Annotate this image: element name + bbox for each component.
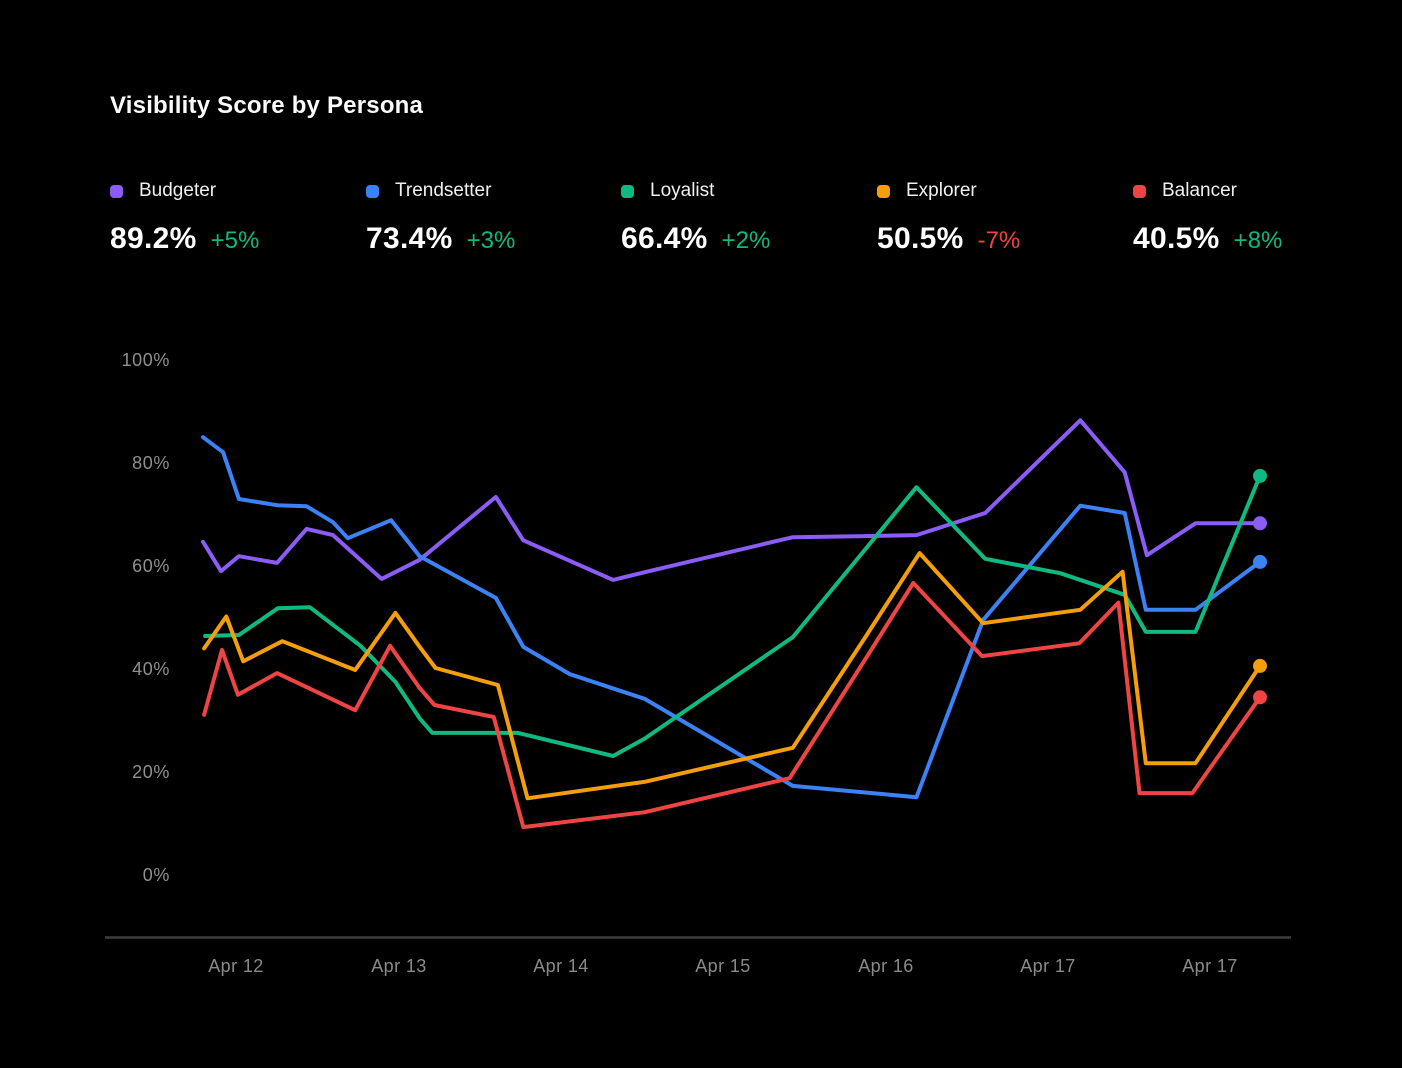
legend-item-trendsetter[interactable]: Trendsetter 73.4% +3% (366, 178, 515, 256)
budgeter-swatch-icon (110, 184, 123, 198)
y-tick-label: 20% (132, 762, 170, 782)
trendsetter-swatch-icon (366, 184, 379, 198)
legend-delta: +5% (210, 227, 260, 254)
legend-item-loyalist[interactable]: Loyalist 66.4% +2% (621, 178, 770, 256)
line-series-loyalist (203, 473, 1262, 758)
y-tick-label: 40% (132, 659, 170, 679)
x-tick-label: Apr 12 (208, 956, 264, 976)
x-tick-label: Apr 17 (1020, 956, 1076, 976)
page-title: Visibility Score by Persona (110, 92, 424, 119)
legend-label: Explorer (906, 180, 977, 201)
x-tick-label: Apr 14 (533, 956, 589, 976)
legend-label: Loyalist (650, 180, 715, 201)
legend-value: 50.5% (877, 222, 964, 255)
legend-item-budgeter[interactable]: Budgeter 89.2% +5% (110, 178, 259, 256)
legend-item-balancer[interactable]: Balancer 40.5% +8% (1133, 178, 1282, 256)
legend-item-explorer[interactable]: Explorer 50.5% -7% (877, 178, 1020, 256)
x-tick-label: Apr 16 (858, 956, 914, 976)
line-series-budgeter (201, 418, 1262, 582)
legend-value: 89.2% (110, 222, 197, 255)
end-dot-trendsetter (1253, 554, 1267, 569)
legend-delta: +2% (721, 227, 771, 254)
y-tick-label: 60% (132, 556, 170, 576)
legend-delta: -7% (977, 227, 1021, 254)
legend-label: Budgeter (139, 180, 217, 201)
loyalist-swatch-icon (621, 184, 634, 198)
x-tick-label: Apr 15 (695, 956, 751, 976)
y-tick-label: 100% (121, 350, 170, 370)
y-tick-label: 80% (132, 453, 170, 473)
y-tick-label: 0% (142, 865, 170, 885)
balancer-swatch-icon (1133, 184, 1146, 198)
line-series-trendsetter (201, 435, 1262, 800)
end-dot-explorer (1253, 658, 1267, 673)
x-tick-label: Apr 13 (371, 956, 427, 976)
legend-value: 40.5% (1133, 222, 1220, 255)
legend-value: 66.4% (621, 222, 708, 255)
legend-delta: +3% (466, 227, 516, 254)
line-series-explorer (202, 551, 1262, 801)
legend-delta: +8% (1233, 227, 1283, 254)
end-dot-budgeter (1253, 516, 1267, 531)
legend-label: Balancer (1162, 180, 1237, 201)
end-dot-balancer (1253, 690, 1267, 705)
line-series-balancer (202, 581, 1262, 830)
legend-value: 73.4% (366, 222, 453, 255)
x-tick-label: Apr 17 (1182, 956, 1238, 976)
explorer-swatch-icon (877, 184, 890, 198)
end-dot-loyalist (1253, 468, 1267, 483)
legend-label: Trendsetter (395, 180, 492, 201)
